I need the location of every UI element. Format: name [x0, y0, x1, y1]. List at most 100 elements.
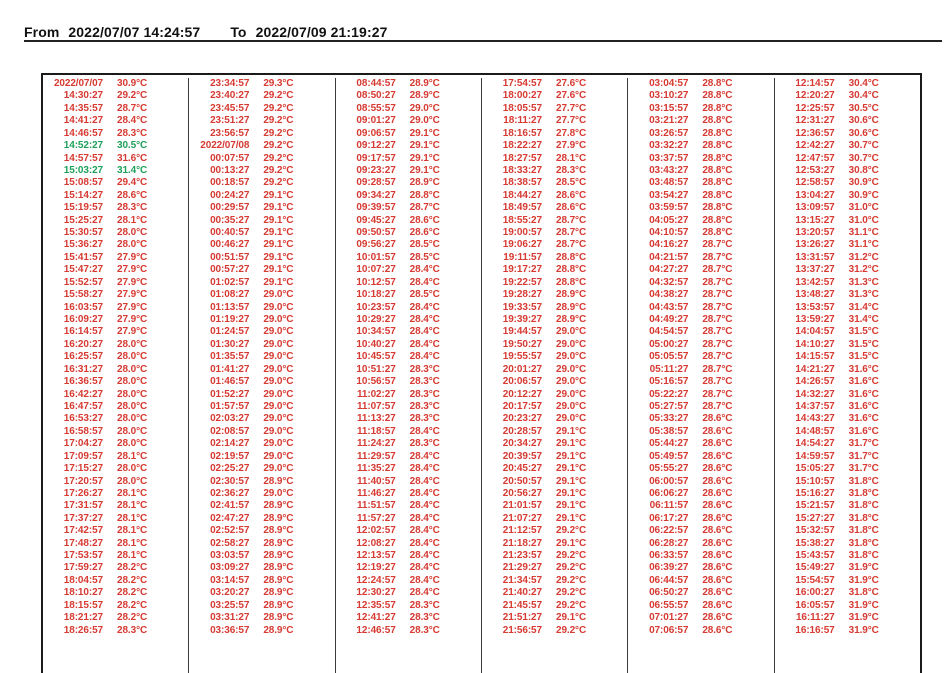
record-temperature: 31.5°C — [848, 351, 879, 363]
record-time: 17:59:27 — [63, 562, 103, 574]
record-time: 01:35:57 — [210, 351, 250, 363]
record-temperature: 28.3°C — [409, 413, 440, 425]
record-temperature: 28.6°C — [702, 500, 733, 512]
table-row: 14:37:57 31.6°C — [775, 401, 920, 413]
record-temperature: 28.6°C — [702, 425, 733, 437]
record-time: 14:10:27 — [795, 338, 835, 350]
record-time: 16:11:27 — [795, 612, 835, 624]
table-row: 12:53:27 30.8°C — [775, 165, 920, 177]
table-row: 18:38:57 28.5°C — [482, 177, 627, 189]
table-row: 00:40:57 29.1°C — [189, 227, 334, 239]
record-temperature: 28.6°C — [702, 438, 733, 450]
record-time: 15:54:57 — [795, 574, 835, 586]
record-temperature: 28.8°C — [702, 189, 733, 201]
record-time: 02:14:27 — [210, 438, 250, 450]
table-column: 2022/07/07 30.9°C 14:30:27 29.2°C 14:35:57 28… — [43, 78, 188, 673]
record-time: 06:33:57 — [649, 550, 689, 562]
record-time: 04:21:57 — [649, 251, 689, 263]
table-row: 09:12:27 29.1°C — [336, 140, 481, 152]
table-row: 11:07:57 28.3°C — [336, 401, 481, 413]
table-row: 02:36:27 29.0°C — [189, 488, 334, 500]
record-temperature: 31.9°C — [848, 599, 879, 611]
record-temperature: 29.1°C — [555, 438, 587, 450]
record-time: 15:14:27 — [63, 189, 103, 201]
record-temperature: 29.2°C — [555, 574, 587, 586]
record-time: 11:13:27 — [356, 413, 396, 425]
record-temperature: 28.9°C — [409, 177, 440, 189]
table-row: 23:34:57 29.3°C — [189, 78, 334, 90]
record-time: 14:04:57 — [795, 326, 835, 338]
record-temperature: 29.0°C — [555, 326, 587, 338]
record-time: 08:55:57 — [356, 102, 396, 114]
record-temperature: 29.2°C — [263, 140, 294, 152]
table-row: 04:43:57 28.7°C — [628, 302, 773, 314]
table-row: 13:37:27 31.2°C — [775, 264, 920, 276]
record-temperature: 29.2°C — [555, 599, 587, 611]
record-time: 17:20:57 — [63, 475, 103, 487]
record-temperature: 28.4°C — [409, 425, 440, 437]
record-time: 19:39:27 — [502, 314, 542, 326]
record-time: 12:30:27 — [356, 587, 396, 599]
table-row: 10:40:27 28.4°C — [336, 339, 481, 351]
record-temperature: 29.0°C — [263, 425, 294, 437]
record-time: 03:48:57 — [649, 177, 689, 189]
record-time: 15:43:57 — [795, 550, 835, 562]
table-row: 06:06:27 28.6°C — [628, 488, 773, 500]
record-time: 23:34:57 — [210, 78, 250, 89]
record-time: 12:58:57 — [795, 177, 835, 189]
record-temperature: 29.1°C — [409, 140, 440, 152]
table-row: 14:59:57 31.7°C — [775, 451, 920, 463]
record-temperature: 28.7°C — [702, 351, 733, 363]
table-row: 15:43:57 31.8°C — [775, 550, 920, 562]
table-row: 15:58:27 27.9°C — [43, 289, 188, 301]
table-row: 17:31:57 28.1°C — [43, 500, 188, 512]
record-time: 14:43:27 — [795, 413, 835, 425]
record-time: 01:02:57 — [210, 276, 250, 288]
table-row: 15:41:57 27.9°C — [43, 252, 188, 264]
table-row: 19:00:57 28.7°C — [482, 227, 627, 239]
record-temperature: 28.0°C — [117, 475, 148, 487]
record-time: 17:15:27 — [63, 463, 103, 475]
table-row: 15:21:57 31.8°C — [775, 500, 920, 512]
record-temperature: 28.9°C — [409, 78, 440, 89]
table-row: 05:16:57 28.7°C — [628, 376, 773, 388]
record-temperature: 28.2°C — [117, 599, 148, 611]
record-temperature: 29.0°C — [263, 400, 294, 412]
record-temperature: 31.5°C — [848, 326, 879, 338]
table-row: 00:18:57 29.2°C — [189, 177, 334, 189]
table-row: 21:18:27 29.1°C — [482, 538, 627, 550]
table-row: 00:51:57 29.1°C — [189, 252, 334, 264]
record-time: 13:59:27 — [795, 314, 835, 326]
record-temperature: 28.4°C — [409, 264, 440, 276]
record-temperature: 28.0°C — [117, 425, 148, 437]
record-time: 19:44:57 — [502, 326, 542, 338]
record-temperature: 30.9°C — [848, 189, 879, 201]
record-temperature: 28.4°C — [409, 574, 440, 586]
record-time: 12:25:57 — [795, 102, 835, 114]
record-temperature: 28.3°C — [117, 624, 148, 636]
table-row: 04:21:57 28.7°C — [628, 252, 773, 264]
table-row: 02:30:57 28.9°C — [189, 476, 334, 488]
record-temperature: 28.7°C — [409, 202, 440, 214]
record-time: 10:12:57 — [356, 276, 396, 288]
record-time: 06:28:27 — [649, 537, 689, 549]
record-temperature: 29.1°C — [555, 512, 587, 524]
record-time: 06:17:27 — [649, 512, 689, 524]
record-temperature: 28.6°C — [702, 624, 733, 636]
record-time: 18:00:27 — [502, 90, 542, 102]
record-temperature: 28.7°C — [555, 227, 587, 239]
table-row: 16:03:57 27.9°C — [43, 302, 188, 314]
table-row: 05:33:27 28.6°C — [628, 413, 773, 425]
record-time: 14:26:57 — [795, 376, 835, 388]
table-row: 09:50:57 28.6°C — [336, 227, 481, 239]
record-temperature: 29.2°C — [263, 90, 294, 102]
record-time: 01:19:27 — [210, 314, 250, 326]
record-temperature: 28.9°C — [263, 599, 294, 611]
table-row: 23:45:57 29.2°C — [189, 103, 334, 115]
table-row: 04:05:27 28.8°C — [628, 215, 773, 227]
record-temperature: 29.1°C — [555, 487, 587, 499]
record-temperature: 28.1°C — [555, 152, 587, 164]
record-temperature: 29.0°C — [263, 450, 294, 462]
table-row: 11:24:27 28.3°C — [336, 438, 481, 450]
record-temperature: 28.6°C — [702, 512, 733, 524]
